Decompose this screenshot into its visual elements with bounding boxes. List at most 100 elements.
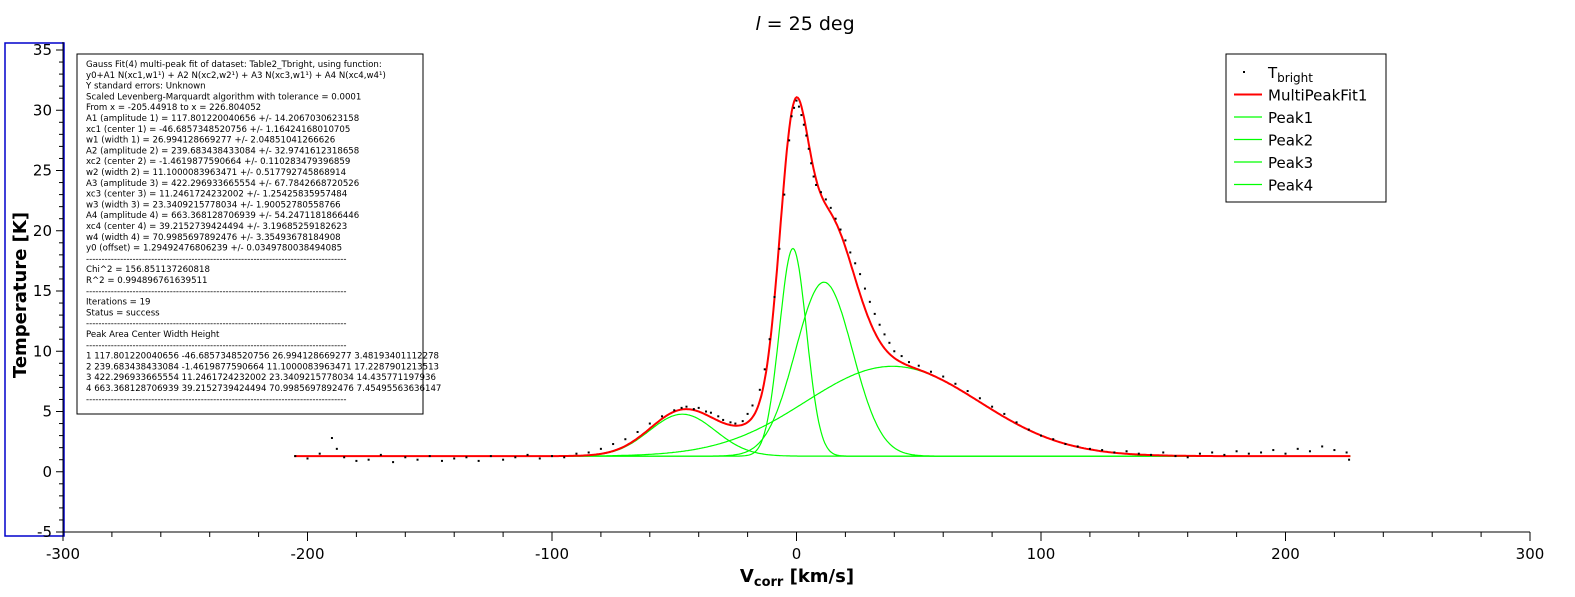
data-point — [428, 455, 431, 458]
data-point — [802, 123, 805, 126]
legend-label: Peak1 — [1268, 109, 1313, 127]
fit-report-line: xc3 (center 3) = 11.2461724232002 +/- 1.… — [86, 190, 347, 200]
x-tick-label: 100 — [1027, 545, 1056, 563]
data-point — [367, 458, 370, 461]
chart-title: l = 25 deg — [755, 13, 854, 35]
fit-report-line: 4 663.368128706939 39.2152739424494 70.9… — [86, 384, 441, 394]
data-point — [824, 198, 827, 201]
fit-report-line: w1 (width 1) = 26.994128669277 +/- 2.048… — [86, 136, 335, 146]
legend[interactable]: Tbright MultiPeakFit1 Peak1 Peak2 Peak3 Peak4 — [1225, 53, 1387, 203]
data-point — [1113, 451, 1116, 454]
data-point — [954, 382, 957, 385]
multi-peak-fit-curve — [294, 96, 1351, 458]
data-point — [587, 451, 590, 454]
fit-report-line: Gauss Fit(4) multi-peak fit of dataset: … — [86, 60, 382, 70]
data-point — [575, 452, 578, 455]
data-point — [1272, 449, 1275, 452]
data-point — [829, 206, 832, 209]
data-point — [624, 438, 627, 441]
data-point — [1247, 452, 1250, 455]
fit-report-line: ----------------------------------------… — [86, 287, 346, 297]
y-tick-label: 30 — [33, 101, 52, 119]
data-point — [1321, 445, 1324, 448]
data-point — [868, 300, 871, 303]
data-point — [942, 375, 945, 378]
y-tick-label: 5 — [42, 403, 52, 421]
data-point — [734, 422, 737, 425]
data-point — [797, 105, 800, 108]
data-point — [1088, 447, 1091, 450]
x-tick-label: 0 — [792, 545, 802, 563]
fit-report-line: 1 117.801220040656 -46.6857348520756 26.… — [86, 352, 439, 362]
data-point — [692, 408, 695, 411]
data-point — [440, 459, 443, 462]
data-point — [717, 415, 720, 418]
fit-report-line: R^2 = 0.994896761639511 — [86, 276, 208, 286]
tbright-data-points — [294, 99, 1351, 464]
data-point — [854, 262, 857, 265]
data-point — [778, 247, 781, 250]
data-point — [294, 455, 297, 458]
data-point — [685, 405, 688, 408]
data-point — [1198, 452, 1201, 455]
data-point — [489, 455, 492, 458]
y-tick-label: 20 — [33, 222, 52, 240]
data-point — [330, 437, 333, 440]
data-point — [1260, 451, 1263, 454]
data-point — [705, 410, 708, 413]
data-point — [1296, 447, 1299, 450]
y-tick-label: 25 — [33, 162, 52, 180]
data-point — [849, 251, 852, 254]
chart-title-italic: l — [755, 13, 761, 35]
data-point — [812, 175, 815, 178]
fit-report-line: xc4 (center 4) = 39.2152739424494 +/- 3.… — [86, 222, 347, 232]
data-point — [1308, 450, 1311, 453]
data-point — [800, 114, 803, 117]
data-point — [991, 405, 994, 408]
data-point — [453, 457, 456, 460]
data-point — [697, 406, 700, 409]
data-point — [810, 162, 813, 165]
y-axis-selection-frame[interactable] — [4, 42, 65, 537]
chart-title-rest: = 25 deg — [761, 13, 855, 35]
data-point — [773, 296, 776, 299]
data-point — [1348, 458, 1351, 461]
legend-label: Peak3 — [1268, 154, 1313, 172]
data-point — [834, 217, 837, 220]
x-axis-title-main: V — [740, 566, 754, 587]
fit-report-line: Status = success — [86, 308, 160, 318]
data-point — [612, 443, 615, 446]
y-tick-label: 35 — [33, 41, 52, 59]
y-tick-label: 15 — [33, 282, 52, 300]
fit-report-line: A4 (amplitude 4) = 663.368128706939 +/- … — [86, 211, 359, 221]
data-point — [1101, 449, 1104, 452]
peak-curve-peak4 — [294, 365, 1351, 457]
fit-report-line: A3 (amplitude 3) = 422.296933665554 +/- … — [86, 179, 359, 189]
x-tick-label: -200 — [290, 545, 324, 563]
data-point — [746, 412, 749, 415]
fit-report-box[interactable]: Gauss Fit(4) multi-peak fit of dataset: … — [76, 53, 441, 415]
fit-report-line: w3 (width 3) = 23.3409215778034 +/- 1.90… — [86, 200, 341, 210]
data-point — [392, 461, 395, 464]
data-point — [917, 364, 920, 367]
x-tick-label: -100 — [535, 545, 569, 563]
y-tick-label: 0 — [42, 463, 52, 481]
data-point — [636, 430, 639, 433]
data-point — [793, 106, 796, 109]
fit-report-line: Iterations = 19 — [86, 298, 151, 308]
fit-report-line: Peak Area Center Width Height — [86, 330, 220, 340]
fit-report-line: Y standard errors: Unknown — [85, 82, 206, 92]
data-point — [1027, 428, 1030, 431]
data-point — [599, 447, 602, 450]
data-point — [788, 139, 791, 142]
data-point — [680, 406, 683, 409]
fit-report-frame — [76, 53, 424, 415]
fit-report-line: ----------------------------------------… — [86, 319, 346, 329]
data-point — [335, 447, 338, 450]
data-point — [795, 99, 798, 102]
fit-report-line: xc1 (center 1) = -46.6857348520756 +/- 1… — [86, 125, 350, 135]
legend-label: MultiPeakFit1 — [1268, 87, 1367, 105]
data-point — [526, 453, 529, 456]
data-point — [819, 191, 822, 194]
data-point — [1040, 434, 1042, 437]
